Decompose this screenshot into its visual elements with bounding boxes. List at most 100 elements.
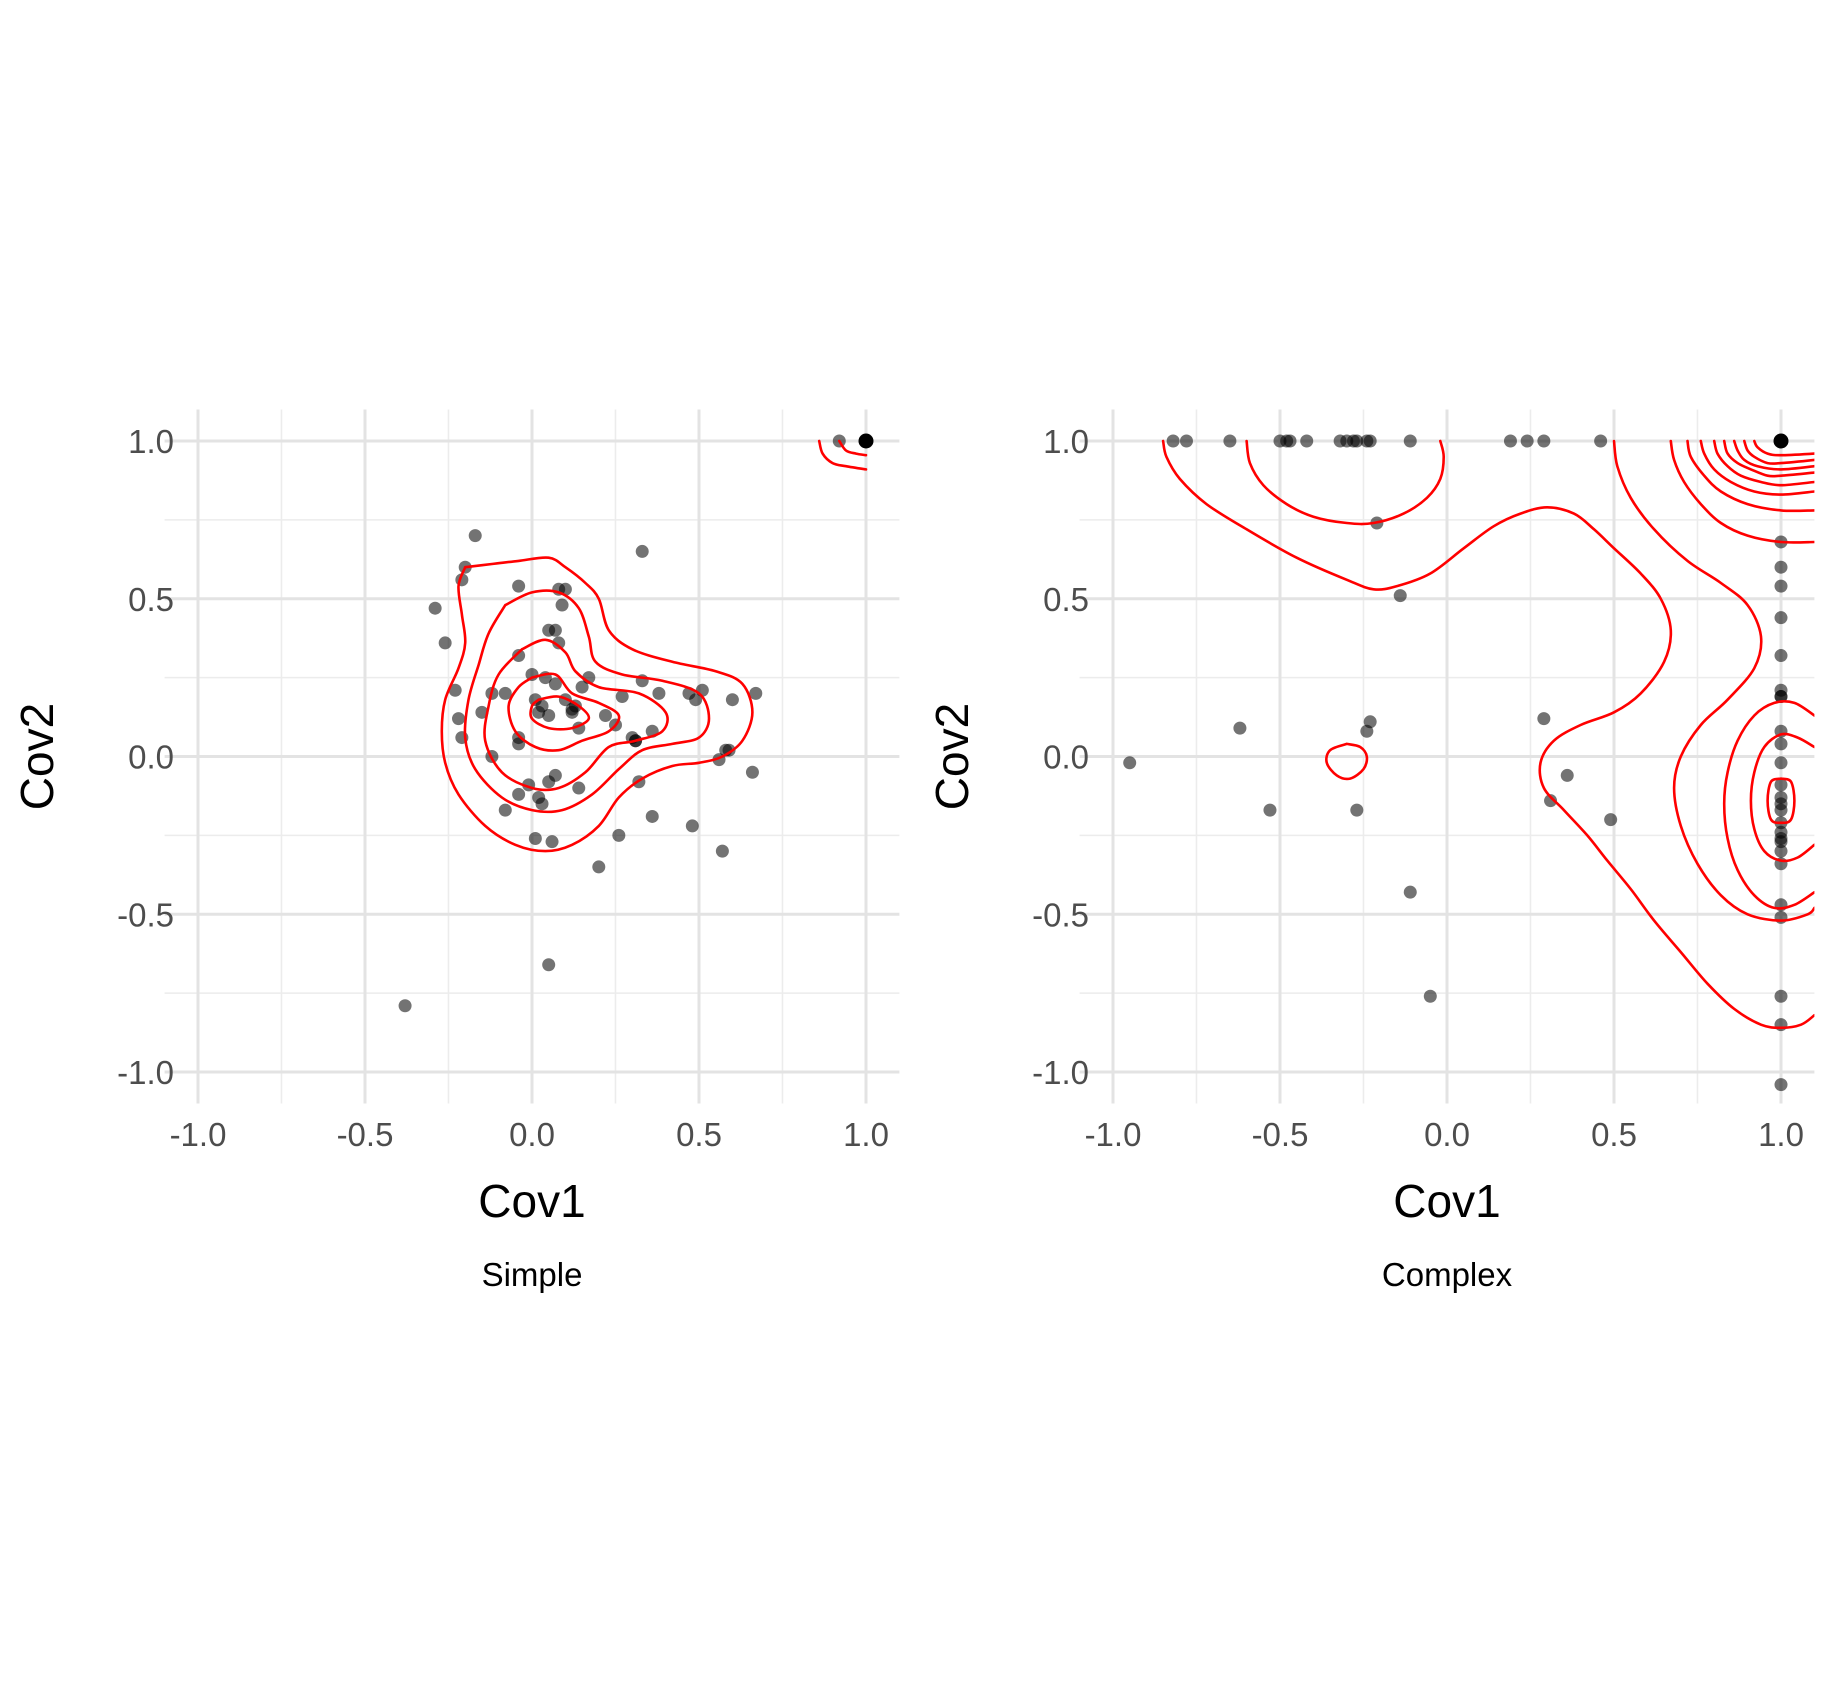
scatter-point xyxy=(448,683,462,697)
scatter-point xyxy=(652,686,666,700)
scatter-point xyxy=(498,803,512,817)
density-contour-line xyxy=(507,672,621,752)
scatter-point xyxy=(1233,721,1247,735)
scatter-point xyxy=(1423,989,1437,1003)
scatter-point xyxy=(552,636,566,650)
y-tick-label: 0.5 xyxy=(1043,581,1089,618)
density-contour-line xyxy=(817,439,868,471)
scatter-point xyxy=(1774,649,1788,663)
density-contour-line xyxy=(1749,732,1815,863)
scatter-point xyxy=(1774,1078,1788,1092)
scatter-point xyxy=(1774,803,1788,817)
scatter-point xyxy=(1300,434,1314,448)
scatter-point xyxy=(542,958,556,972)
y-tick-label: -1.0 xyxy=(1032,1054,1089,1091)
density-contour-line xyxy=(1245,439,1445,526)
x-tick-label: 0.5 xyxy=(1591,1116,1637,1153)
y-axis-title: Cov2 xyxy=(11,703,63,810)
scatter-point xyxy=(1774,910,1788,924)
density-contour-line xyxy=(1699,439,1815,496)
density-contours xyxy=(440,439,868,853)
y-axis-title: Cov2 xyxy=(926,703,978,810)
panel-caption: Complex xyxy=(1382,1256,1513,1293)
scatter-point xyxy=(1350,434,1364,448)
scatter-point xyxy=(635,544,649,558)
density-contour-line xyxy=(1325,742,1369,781)
density-contour-line xyxy=(529,695,591,731)
scatter-point xyxy=(548,768,562,782)
scatter-point xyxy=(512,649,526,663)
y-tick-label: -0.5 xyxy=(1032,896,1089,933)
scatter-point xyxy=(1503,434,1517,448)
density-contour-line xyxy=(440,556,754,853)
scatter-point xyxy=(1350,803,1364,817)
density-contour-line xyxy=(1743,439,1815,465)
scatter-point xyxy=(1774,835,1788,849)
x-tick-label: -0.5 xyxy=(337,1116,394,1153)
scatter-point xyxy=(715,844,729,858)
scatter-point xyxy=(1179,434,1193,448)
scatter-point xyxy=(1393,589,1407,603)
grid xyxy=(164,409,900,1104)
scatter-point xyxy=(645,809,659,823)
scatter-point xyxy=(512,787,526,801)
scatter-point xyxy=(572,781,586,795)
scatter-point xyxy=(592,860,606,874)
scatter-point-dense xyxy=(858,433,874,449)
scatter-point xyxy=(1363,715,1377,729)
scatter-point xyxy=(1520,434,1534,448)
scatter-points xyxy=(398,433,874,1013)
scatter-point xyxy=(548,677,562,691)
x-tick-label: -0.5 xyxy=(1252,1116,1309,1153)
scatter-point xyxy=(1774,737,1788,751)
panel-caption: Simple xyxy=(482,1256,583,1293)
density-contours xyxy=(1161,439,1815,1030)
panel-complex: -1.0 -0.5 0.0 0.5 1.0 -1.0 -0.5 0.0 0.5 1.0 Cov1 Co… xyxy=(926,409,1815,1293)
density-contour-line xyxy=(1161,439,1815,1030)
scatter-point xyxy=(1403,885,1417,899)
density-contour-line xyxy=(1686,439,1815,513)
x-axis-title: Cov1 xyxy=(1393,1175,1500,1227)
scatter-point xyxy=(1774,560,1788,574)
scatter-point xyxy=(555,598,569,612)
scatter-point xyxy=(1774,690,1788,704)
y-tick-label: 0.0 xyxy=(1043,739,1089,776)
scatter-point xyxy=(542,708,556,722)
x-tick-label: 1.0 xyxy=(1758,1116,1804,1153)
scatter-point xyxy=(1774,989,1788,1003)
density-contour-line xyxy=(838,439,868,457)
density-contour-line xyxy=(483,638,669,792)
scatter-point xyxy=(545,835,559,849)
scatter-point xyxy=(1594,434,1608,448)
scatter-point xyxy=(1283,434,1297,448)
scatter-point xyxy=(1263,803,1277,817)
x-tick-label: -1.0 xyxy=(170,1116,227,1153)
density-contour-line xyxy=(1732,439,1815,471)
y-tick-label: -0.5 xyxy=(117,896,174,933)
scatter-point xyxy=(1560,768,1574,782)
y-tick-label: 1.0 xyxy=(128,423,174,460)
scatter-point xyxy=(725,693,739,707)
y-tick-label: -1.0 xyxy=(117,1054,174,1091)
x-tick-label: -1.0 xyxy=(1085,1116,1142,1153)
density-contour-line xyxy=(1712,439,1815,487)
scatter-point xyxy=(498,686,512,700)
scatter-point xyxy=(1774,611,1788,625)
scatter-point xyxy=(1774,844,1788,858)
scatter-point xyxy=(428,601,442,615)
scatter-point xyxy=(398,999,412,1013)
scatter-point xyxy=(475,705,489,719)
scatter-point xyxy=(468,529,482,543)
scatter-point xyxy=(1363,434,1377,448)
scatter-point xyxy=(685,819,699,833)
scatter-point xyxy=(575,680,589,694)
scatter-point xyxy=(1537,434,1551,448)
density-contour-line xyxy=(1753,439,1815,457)
scatter-point xyxy=(1166,434,1180,448)
density-contour-line xyxy=(463,589,711,814)
scatter-point xyxy=(598,708,612,722)
scatter-point-dense xyxy=(1773,433,1789,449)
grid xyxy=(1079,409,1815,1104)
scatter-point xyxy=(1774,1018,1788,1032)
